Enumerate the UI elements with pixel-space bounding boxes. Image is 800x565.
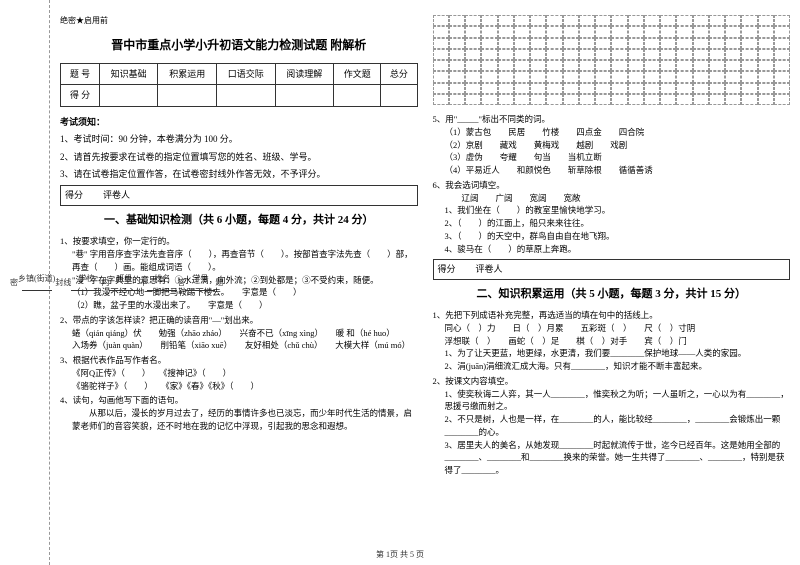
margin-field: 封: [55, 277, 63, 288]
q-sub: 2、（ ）的江面上，船只来来往往。: [445, 217, 791, 230]
label: 答: [177, 278, 185, 287]
q-sub: 1、我们坐在（ ）的教室里愉快地学习。: [445, 204, 791, 217]
question-2-1: 1、先把下列成语补充完整，再选适当的填在句中的括线上。 同心（ ）力 日（ ）月…: [433, 309, 791, 373]
q-sub: 1、使奕秋诲二人弈，其一人________，惟奕秋之为听；一人虽听之，一心以为有…: [445, 388, 791, 414]
label: 线: [63, 278, 71, 287]
margin-field: 题: [215, 277, 223, 288]
margin-school: 学校: [71, 273, 101, 293]
q-sub: 3、（ ）的天空中，群鸟自由自在地飞翔。: [445, 230, 791, 243]
label: 不: [139, 278, 147, 287]
label: 姓名: [154, 274, 170, 283]
margin-field: 不: [139, 277, 147, 288]
margin-field: 内: [101, 277, 109, 288]
th: 阅读理解: [275, 63, 334, 84]
label: 密: [10, 278, 18, 287]
margin-field: 线: [63, 277, 71, 288]
q-sub: 辽阔 广阔 宽阔 宽敞: [445, 192, 791, 205]
th: 作文题: [334, 63, 381, 84]
q-sub: 同心（ ）力 日（ ）月累 五彩斑（ ） 尺（ ）寸阴: [445, 322, 791, 335]
td[interactable]: [334, 85, 381, 106]
q-stem: 5、用"_____"标出不同类的词。: [433, 113, 791, 126]
margin-name: 姓名: [147, 273, 177, 293]
question-2-2: 2、按课文内容填空。 1、使奕秋诲二人弈，其一人________，惟奕秋之为听；…: [433, 375, 791, 477]
q-sub: （3）虚伪 夸耀 句当 当机立断: [445, 151, 791, 164]
td[interactable]: [275, 85, 334, 106]
q-sub: （1）蒙古包 民居 竹楼 四点金 四合院: [445, 126, 791, 139]
q-stem: 2、按课文内容填空。: [433, 375, 791, 388]
td[interactable]: [381, 85, 417, 106]
grader-label: 评卷人: [476, 262, 503, 276]
td[interactable]: [216, 85, 275, 106]
page-footer: 第 1页 共 5 页: [0, 549, 800, 560]
exam-page: 题 学号 答 姓名 不 班级 内 学校 线 封 乡镇(街道) 密 绝密★启用前 …: [0, 0, 800, 565]
q-sub: 4、骏马在（ ）的草原上奔跑。: [445, 243, 791, 256]
th: 口语交际: [216, 63, 275, 84]
label: 内: [101, 278, 109, 287]
label: 乡镇(街道): [18, 274, 55, 283]
label: 题: [215, 278, 223, 287]
margin-class: 班级: [109, 273, 139, 293]
margin-student-id: 学号: [185, 273, 215, 293]
margin-field: 答: [177, 277, 185, 288]
margin-town: 乡镇(街道): [18, 273, 55, 293]
margin-labels: 题 学号 答 姓名 不 班级 内 学校 线 封 乡镇(街道) 密: [10, 0, 223, 565]
q-sub: 2、不只是树，人也是一样，在________的人，能比较经________，__…: [445, 413, 791, 439]
label: 班级: [116, 274, 132, 283]
q-sub: 1、为了让天更蓝，地更绿，水更清，我们要________保护地球——人类的家园。: [445, 347, 791, 360]
binding-margin: 题 学号 答 姓名 不 班级 内 学校 线 封 乡镇(街道) 密: [0, 0, 50, 565]
section-2-title: 二、知识积累运用（共 5 小题，每题 3 分，共计 15 分）: [433, 286, 791, 304]
margin-field: 密: [10, 277, 18, 288]
score-box: 得分 评卷人: [433, 259, 791, 279]
question-6: 6、我会选词填空。 辽阔 广阔 宽阔 宽敞 1、我们坐在（ ）的教室里愉快地学习…: [433, 179, 791, 256]
question-5: 5、用"_____"标出不同类的词。 （1）蒙古包 民居 竹楼 四点金 四合院 …: [433, 113, 791, 177]
q-sub: （4）平易近人 和颜悦色 斩草除根 循循善诱: [445, 164, 791, 177]
right-column: 5、用"_____"标出不同类的词。 （1）蒙古包 民居 竹楼 四点金 四合院 …: [433, 15, 791, 550]
q-stem: 6、我会选词填空。: [433, 179, 791, 192]
label: 学号: [192, 274, 208, 283]
q-sub: （2）京剧 藏戏 黄梅戏 越剧 戏剧: [445, 139, 791, 152]
q-sub: 浮想联（ ） 画蛇（ ）足 棋（ ）对手 宾（ ）门: [445, 335, 791, 348]
q-stem: 1、先把下列成语补充完整，再选适当的填在句中的括线上。: [433, 309, 791, 322]
label: 封: [55, 278, 63, 287]
score-label: 得分: [438, 262, 456, 276]
q-sub: 3、居里夫人的美名，从她发现________时起就流传于世，迄今已经百年。这是她…: [445, 439, 791, 477]
answer-grid[interactable]: [433, 15, 791, 105]
label: 学校: [78, 274, 94, 283]
th: 总分: [381, 63, 417, 84]
q-sub: 2、涓(juān)涓细流汇成大海。只有________，知识才能不断丰富起来。: [445, 360, 791, 373]
